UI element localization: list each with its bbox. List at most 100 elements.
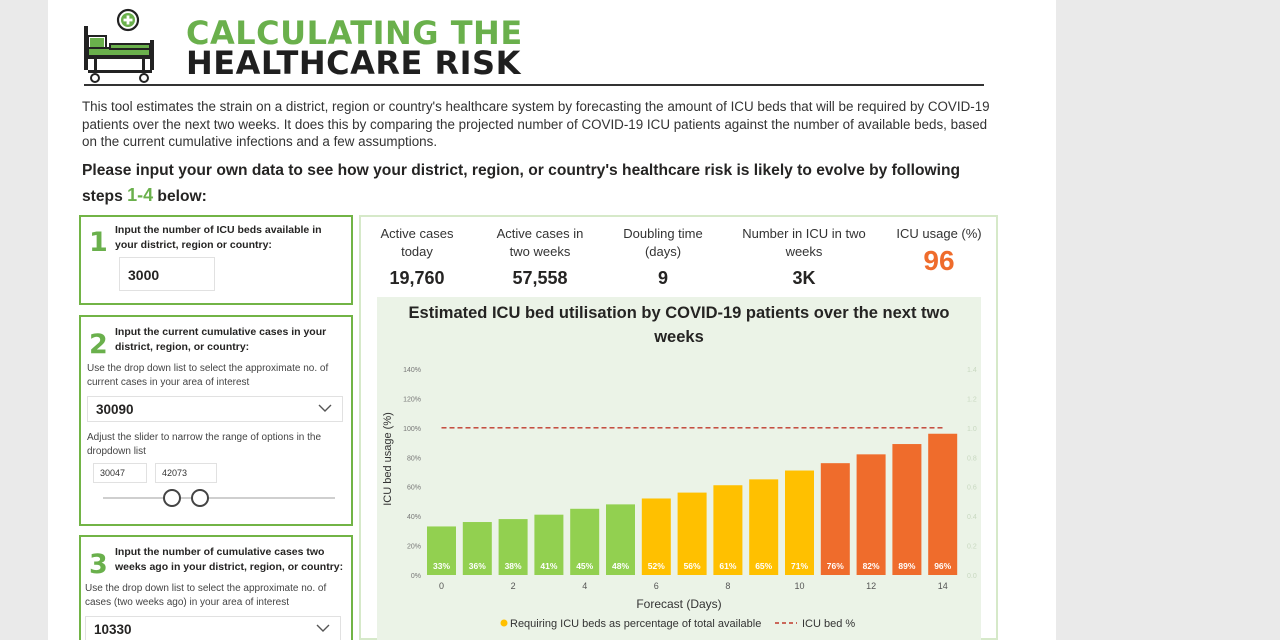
bar (892, 444, 922, 575)
stat-active-two-weeks-label: Active cases in two weeks (496, 226, 584, 259)
instructions-text: Please input your own data to see how yo… (82, 162, 961, 205)
instructions-suffix: below: (153, 188, 207, 205)
step2-slider-help: Adjust the slider to narrow the range of… (87, 432, 322, 457)
stat-active-today-label: Active cases today (380, 226, 454, 259)
range-max-input[interactable]: 42073 (155, 463, 217, 483)
stat-active-two-weeks: Active cases in two weeks 57,558 (485, 225, 595, 289)
current-cases-dropdown[interactable]: 30090 (87, 396, 343, 422)
x-tick-label: 14 (938, 581, 948, 591)
x-tick-label: 0 (439, 581, 444, 591)
x-tick-label: 2 (511, 581, 516, 591)
y2-tick-label: 0.6 (967, 485, 977, 492)
stat-icu-two-weeks-value: 3K (792, 268, 816, 288)
icu-chart-panel: Estimated ICU bed utilisation by COVID-1… (377, 297, 981, 640)
bar (641, 498, 671, 575)
bar (677, 492, 707, 575)
bar-value-label: 33% (433, 561, 450, 571)
bar-value-label: 96% (934, 561, 951, 571)
step1-title: Input the number of ICU beds available i… (115, 224, 322, 251)
step2-dropdown-help: Use the drop down list to select the app… (87, 363, 329, 388)
y2-tick-label: 1.0 (967, 426, 977, 433)
range-slider-max-handle[interactable] (191, 489, 209, 507)
stat-active-today: Active cases today 19,760 (367, 225, 467, 289)
y-tick-label: 100% (403, 426, 421, 433)
y-tick-label: 0% (411, 573, 421, 580)
y2-tick-label: 0.4 (967, 514, 977, 521)
y-tick-label: 40% (407, 514, 421, 521)
step3-dropdown-help: Use the drop down list to select the app… (85, 583, 327, 608)
bar-value-label: 82% (863, 561, 880, 571)
bar-value-label: 45% (576, 561, 593, 571)
instructions: Please input your own data to see how yo… (82, 159, 982, 209)
step1-card: 1 Input the number of ICU beds available… (79, 215, 353, 305)
range-min-input[interactable]: 30047 (93, 463, 147, 483)
dashboard-page: CALCULATING THE HEALTHCARE RISK This too… (48, 0, 1056, 640)
stat-icu-two-weeks: Number in ICU in two weeks 3K (739, 225, 869, 289)
bar-value-label: 89% (898, 561, 915, 571)
stat-icu-usage-label: ICU usage (%) (896, 226, 982, 241)
step2-title: Input the current cumulative cases in yo… (115, 326, 327, 353)
x-tick-label: 6 (654, 581, 659, 591)
stat-doubling-time-label: Doubling time (days) (623, 226, 703, 259)
page-title-line1: CALCULATING THE (186, 14, 523, 52)
bar (820, 463, 850, 575)
chevron-down-icon (316, 624, 330, 632)
bar (427, 526, 456, 575)
bar-value-label: 41% (540, 561, 557, 571)
range-slider-track[interactable] (103, 497, 335, 499)
x-tick-label: 4 (582, 581, 587, 591)
legend-bar-label: Requiring ICU beds as percentage of tota… (510, 618, 761, 630)
current-cases-selected: 30090 (96, 402, 134, 417)
y2-tick-label: 1.4 (967, 367, 977, 374)
y-tick-label: 60% (407, 485, 421, 492)
intro-paragraph: This tool estimates the strain on a dist… (82, 99, 990, 149)
bar (606, 504, 635, 575)
step3-card: 3 Input the number of cumulative cases t… (79, 535, 353, 640)
bar-value-label: 71% (791, 561, 808, 571)
bar (785, 470, 814, 575)
step1-number: 1 (89, 227, 108, 258)
step2-card: 2 Input the current cumulative cases in … (79, 315, 353, 526)
icu-beds-input[interactable]: 3000 (119, 257, 215, 291)
stat-icu-usage-value: 96 (923, 245, 955, 276)
x-axis-title: Forecast (Days) (636, 597, 721, 611)
stat-doubling-time: Doubling time (days) 9 (613, 225, 713, 289)
y2-tick-label: 0.2 (967, 544, 977, 551)
title-divider (84, 84, 984, 86)
step3-title: Input the number of cumulative cases two… (115, 546, 344, 573)
x-tick-label: 10 (794, 581, 804, 591)
range-slider-min-handle[interactable] (163, 489, 181, 507)
bar-value-label: 52% (648, 561, 665, 571)
chart-title: Estimated ICU bed utilisation by COVID-1… (408, 304, 950, 346)
step2-number: 2 (89, 329, 108, 360)
y-tick-label: 120% (403, 396, 421, 403)
legend-threshold-label: ICU bed % (802, 618, 855, 630)
hospital-bed-icon (84, 8, 154, 83)
stat-active-today-value: 19,760 (389, 268, 445, 288)
icu-chart: 0% 20% 40% 60% 80% 100% 120% 140% 0.0 0.2 0.4 0.6 0.… (382, 367, 977, 630)
y-tick-label: 20% (407, 544, 421, 551)
stat-active-two-weeks-value: 57,558 (512, 268, 568, 288)
chevron-down-icon (318, 404, 332, 412)
bar-value-label: 65% (755, 561, 772, 571)
bar (749, 479, 779, 575)
y-tick-label: 140% (403, 367, 421, 374)
legend-bar-marker (500, 619, 508, 627)
bar-value-label: 76% (827, 561, 844, 571)
bar (498, 519, 528, 575)
bar-value-label: 38% (505, 561, 522, 571)
page-title-line2: HEALTHCARE RISK (186, 44, 521, 82)
x-tick-label: 8 (725, 581, 730, 591)
bar (462, 522, 492, 575)
stat-icu-two-weeks-label: Number in ICU in two weeks (742, 226, 866, 259)
stat-icu-usage: ICU usage (%) 96 (887, 225, 991, 277)
bar (713, 485, 743, 575)
prior-cases-dropdown[interactable]: 10330 (85, 616, 341, 640)
y2-tick-label: 0.8 (967, 455, 977, 462)
x-tick-label: 12 (866, 581, 876, 591)
bar-value-label: 61% (719, 561, 736, 571)
bar-value-label: 36% (469, 561, 486, 571)
y2-tick-label: 0.0 (967, 573, 977, 580)
prior-cases-selected: 10330 (94, 622, 132, 637)
bar-value-label: 48% (612, 561, 629, 571)
